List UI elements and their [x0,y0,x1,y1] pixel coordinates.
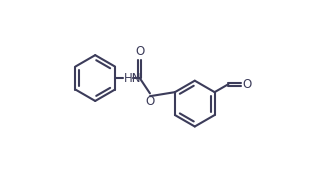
Text: O: O [135,45,144,58]
Text: O: O [242,78,252,91]
Text: O: O [145,95,154,108]
Text: HN: HN [124,72,141,84]
